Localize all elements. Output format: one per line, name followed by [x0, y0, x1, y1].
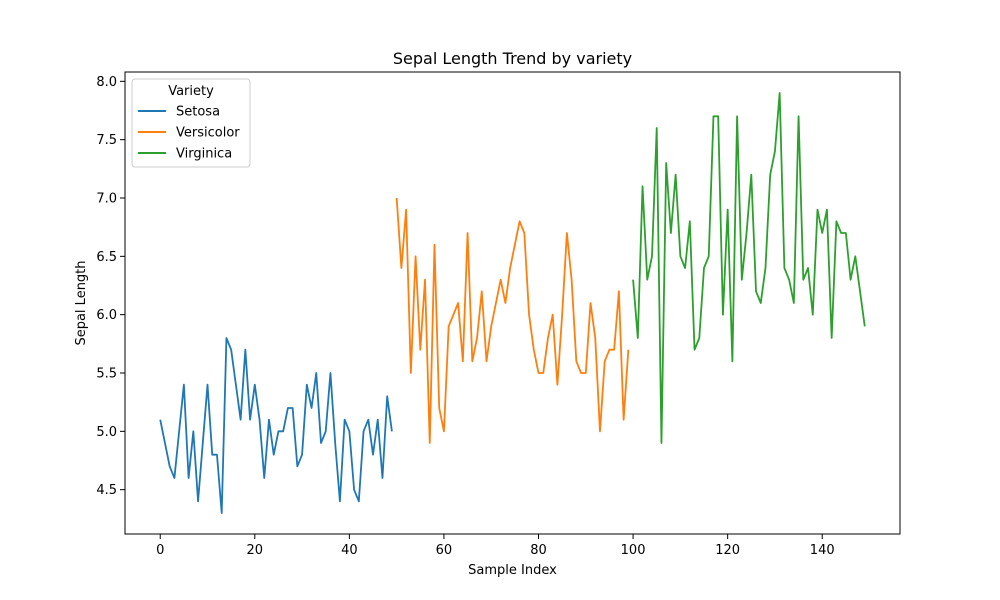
legend-label-virginica: Virginica: [176, 147, 232, 162]
y-tick-label: 5.0: [96, 425, 117, 440]
x-tick-label: 0: [156, 543, 164, 558]
y-tick-label: 6.5: [96, 250, 117, 265]
x-tick-label: 100: [621, 543, 646, 558]
series-line-versicolor: [395, 197, 630, 444]
y-tick-label: 7.0: [96, 192, 117, 207]
legend: Variety Setosa Versicolor Virginica: [131, 78, 251, 168]
x-tick-label: 80: [530, 543, 547, 558]
y-axis-title: Sepal Length: [74, 260, 89, 345]
legend-label-setosa: Setosa: [176, 105, 220, 120]
series-layer: [159, 92, 866, 514]
y-tick-label: 7.5: [96, 133, 117, 148]
x-tick-label: 140: [810, 543, 835, 558]
y-axis: 4.5 5.0 5.5 6.0 6.5 7.0 7.5 8.0: [96, 75, 125, 498]
x-tick-label: 120: [715, 543, 740, 558]
legend-title: Variety: [168, 84, 214, 99]
legend-label-versicolor: Versicolor: [176, 126, 240, 141]
series-line-setosa: [159, 337, 393, 514]
y-tick-label: 5.5: [96, 367, 117, 382]
x-tick-label: 40: [341, 543, 358, 558]
x-axis-title: Sample Index: [468, 563, 557, 578]
legend-box: [131, 78, 251, 168]
series-line-virginica: [632, 92, 866, 444]
y-tick-label: 8.0: [96, 75, 117, 90]
chart-title: Sepal Length Trend by variety: [393, 49, 632, 68]
x-tick-label: 20: [247, 543, 264, 558]
y-tick-label: 4.5: [96, 483, 117, 498]
plot-frame: [124, 71, 901, 535]
x-axis: 0 20 40 60 80 100 120 140: [156, 534, 835, 558]
y-tick-label: 6.0: [96, 308, 117, 323]
x-tick-label: 60: [436, 543, 453, 558]
